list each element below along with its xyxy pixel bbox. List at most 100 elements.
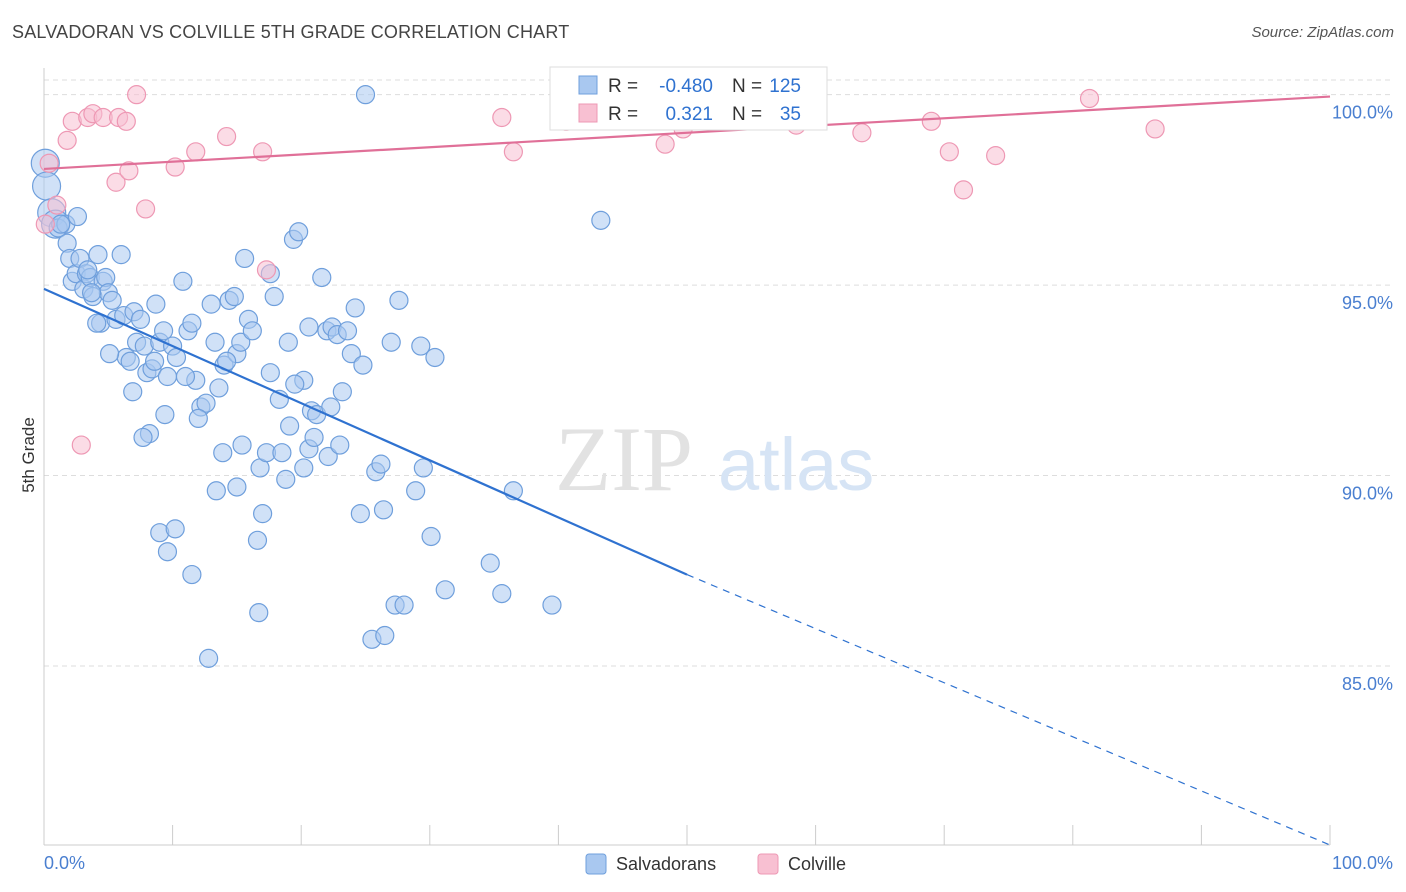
y-tick-label-3: 100.0%: [1332, 103, 1393, 123]
salvadorans-point-100: [253, 504, 273, 524]
colville-trend-line: [43, 95, 1331, 171]
salvadorans-point-102: [280, 416, 300, 436]
x-tick-labels: 0.0% 100.0%: [44, 853, 1393, 873]
salvadorans-point-25: [120, 351, 140, 371]
y-tick-label-2: 95.0%: [1342, 293, 1393, 313]
salvadorans-trend-line: [43, 287, 688, 576]
salvadorans-point-110: [213, 443, 233, 463]
salvadorans-point-99: [247, 530, 268, 550]
salvadorans-point-85: [435, 580, 455, 600]
salvadorans-point-104: [294, 458, 314, 478]
colville-point-3: [57, 130, 77, 150]
colville-point-13: [126, 85, 147, 105]
y-tick-labels: 85.0% 90.0% 95.0% 100.0%: [1332, 103, 1393, 694]
salvadorans-point-94: [165, 519, 185, 539]
legend-r-value-2: 0.321: [665, 104, 713, 125]
salvadorans-point-70: [332, 382, 352, 402]
series-legend: Salvadorans Colville: [585, 853, 846, 875]
salvadorans-point-97: [206, 481, 226, 501]
salvadorans-point-131: [81, 283, 102, 303]
y-tick-label-1: 90.0%: [1342, 484, 1393, 504]
salvadorans-point-117: [155, 405, 175, 425]
salvadorans-point-63: [299, 317, 319, 337]
salvadorans-point-42: [196, 393, 216, 413]
salvadorans-point-33: [153, 321, 174, 341]
colville-point-34: [1145, 119, 1165, 139]
salvadorans-point-82: [406, 481, 426, 501]
trend-lines: [43, 95, 1331, 846]
y-axis-label: 5th Grade: [19, 417, 38, 493]
salvadorans-point-125: [123, 382, 143, 402]
salvadorans-point-57: [264, 286, 284, 307]
legend-r-label-1: R =: [608, 76, 638, 97]
bottom-legend-swatch-salvadorans: [585, 853, 607, 875]
watermark: ZIP atlas: [555, 408, 874, 510]
legend-r-value-1: -0.480: [659, 76, 713, 97]
salvadorans-point-120: [260, 363, 280, 383]
salvadorans-point-123: [353, 355, 373, 375]
salvadorans-point-53: [242, 321, 262, 341]
salvadorans-point-84: [425, 347, 445, 368]
legend-swatch-pink: [578, 103, 598, 123]
salvadorans-point-124: [381, 332, 401, 352]
salvadorans-point-113: [276, 469, 296, 489]
salvadorans-point-109: [421, 526, 441, 547]
salvadorans-point-134: [591, 210, 611, 230]
salvadorans-point-129: [67, 206, 88, 227]
colville-point-9: [106, 172, 126, 192]
salvadorans-point-112: [249, 603, 269, 623]
chart-title: SALVADORAN VS COLVILLE 5TH GRADE CORRELA…: [12, 22, 570, 42]
series-colville-points: [35, 85, 1165, 455]
salvadorans-point-132: [144, 351, 165, 371]
salvadorans-point-31: [146, 294, 166, 314]
series-salvadorans-points: [30, 85, 611, 668]
salvadorans-point-111: [232, 435, 252, 455]
salvadorans-point-115: [375, 625, 395, 646]
salvadorans-point-105: [318, 446, 338, 467]
colville-point-29: [921, 111, 941, 131]
watermark-zip: ZIP: [555, 408, 693, 510]
salvadorans-point-59: [278, 332, 298, 352]
salvadorans-point-45: [209, 378, 229, 398]
salvadorans-point-61: [289, 222, 309, 242]
salvadorans-point-86: [480, 553, 500, 573]
salvadorans-point-107: [350, 504, 370, 524]
y-tick-label-0: 85.0%: [1342, 674, 1393, 694]
salvadorans-point-39: [182, 313, 202, 333]
colville-point-19: [256, 260, 277, 280]
legend-box: R = -0.480 N = 125 R = 0.321 N = 35: [549, 66, 828, 131]
salvadorans-point-74: [355, 85, 376, 105]
salvadorans-trend-extension: [686, 574, 1331, 846]
colville-point-17: [217, 126, 237, 147]
salvadorans-point-87: [492, 584, 512, 604]
colville-point-30: [939, 142, 959, 162]
colville-point-11: [116, 111, 136, 131]
salvadorans-point-121: [285, 374, 305, 394]
colville-point-21: [503, 142, 523, 162]
colville-point-28: [852, 123, 872, 143]
salvadorans-point-118: [175, 366, 196, 387]
x-tick-label-1: 100.0%: [1332, 853, 1393, 873]
salvadorans-point-96: [199, 648, 219, 668]
colville-point-2: [47, 195, 67, 215]
salvadorans-point-44: [205, 332, 225, 352]
legend-swatch-blue: [578, 75, 598, 95]
legend-n-label-1: N =: [732, 76, 762, 97]
legend-n-label-2: N =: [732, 104, 762, 125]
salvadorans-point-81: [394, 595, 414, 615]
salvadorans-point-58: [272, 443, 292, 463]
salvadorans-point-66: [312, 267, 332, 288]
colville-point-20: [492, 107, 512, 128]
colville-point-24: [655, 134, 675, 154]
salvadorans-point-98: [227, 477, 247, 497]
salvadorans-point-80: [389, 290, 409, 310]
colville-point-16: [186, 142, 206, 162]
salvadorans-point-128: [78, 260, 98, 280]
salvadorans-point-15: [88, 245, 108, 265]
colville-point-12: [119, 161, 139, 181]
bottom-legend-salvadorans: Salvadorans: [616, 854, 716, 874]
colville-point-14: [135, 199, 156, 219]
bottom-legend-colville: Colville: [788, 854, 846, 874]
salvadorans-point-127: [87, 313, 107, 333]
